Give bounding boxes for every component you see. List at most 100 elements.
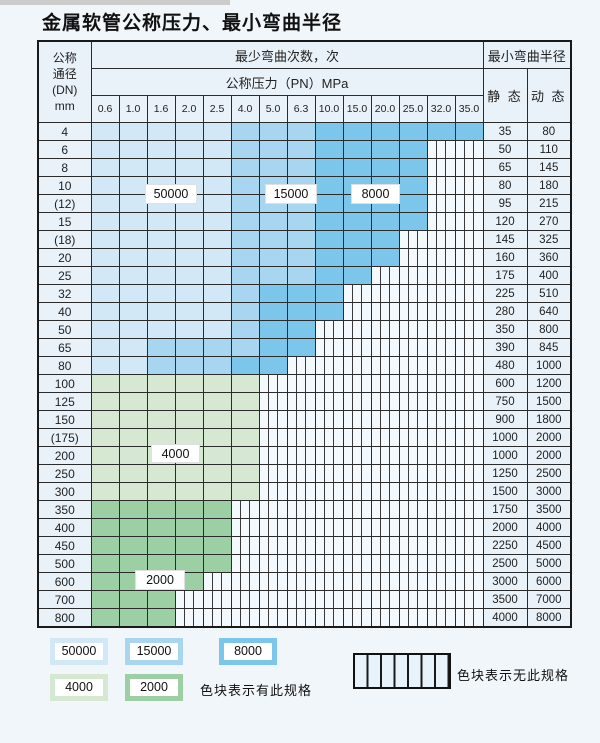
dynamic-value: 1500 (526, 392, 572, 411)
no-spec-cell (370, 374, 400, 393)
table-body: 4 35 80 6 50 110 8 65 145 10 80 180 (12) 95 215 15 120 27… (37, 122, 572, 628)
no-spec-cell (398, 428, 428, 447)
spec-cell (174, 464, 204, 483)
spec-cell (258, 356, 288, 375)
no-spec-cell (454, 482, 484, 501)
spec-cell (202, 536, 232, 555)
no-spec-cell (258, 608, 288, 628)
spec-cell (370, 212, 400, 231)
spec-cell (202, 158, 232, 177)
spec-cell (286, 284, 316, 303)
dynamic-value: 400 (526, 266, 572, 285)
pressure-column-header: 20.0 (370, 95, 400, 123)
spec-cell (118, 122, 148, 141)
static-value: 35 (482, 122, 528, 141)
spec-cell (230, 374, 260, 393)
no-spec-cell (342, 410, 372, 429)
dn-header-line: mm (54, 99, 75, 113)
spec-cell (118, 536, 148, 555)
spec-cell (118, 518, 148, 537)
spec-cell (230, 356, 260, 375)
spec-cell (314, 302, 344, 321)
no-spec-cell (426, 230, 456, 249)
spec-cell (202, 230, 232, 249)
spec-cell (146, 590, 176, 609)
no-spec-cell (286, 536, 316, 555)
spec-cell (258, 122, 288, 141)
spec-cell (286, 266, 316, 285)
spec-cell (90, 446, 120, 465)
spec-cell (258, 284, 288, 303)
dynamic-value: 1800 (526, 410, 572, 429)
no-spec-cell (398, 338, 428, 357)
dn-cell: 8 (37, 158, 92, 177)
dynamic-value: 4500 (526, 536, 572, 555)
spec-cell (230, 392, 260, 411)
no-spec-cell (370, 500, 400, 519)
no-spec-cell (454, 572, 484, 591)
spec-cell (230, 140, 260, 159)
no-spec-cell (342, 428, 372, 447)
page-title: 金属软管公称压力、最小弯曲半径 (42, 12, 343, 34)
static-value: 225 (482, 284, 528, 303)
no-spec-cell (370, 518, 400, 537)
no-spec-cell (426, 284, 456, 303)
spec-cell (90, 140, 120, 159)
spec-cell (90, 248, 120, 267)
dynamic-value: 5000 (526, 554, 572, 573)
spec-cell (342, 122, 372, 141)
no-spec-cell (454, 374, 484, 393)
no-spec-cell (314, 500, 344, 519)
spec-cell (258, 338, 288, 357)
no-spec-cell (370, 284, 400, 303)
spec-cell (90, 482, 120, 501)
no-spec-cell (426, 536, 456, 555)
spec-cell (146, 248, 176, 267)
static-value: 390 (482, 338, 528, 357)
spec-cell (258, 158, 288, 177)
spec-cell (174, 140, 204, 159)
no-spec-cell (370, 410, 400, 429)
spec-cell (90, 572, 120, 591)
table-row: 20 160 360 (37, 248, 572, 267)
spec-cell (202, 500, 232, 519)
spec-cell (118, 302, 148, 321)
spec-cell (118, 356, 148, 375)
no-spec-swatch (353, 653, 451, 689)
no-spec-cell (454, 554, 484, 573)
spec-cell (174, 500, 204, 519)
no-spec-cell (370, 446, 400, 465)
no-spec-cell (370, 572, 400, 591)
spec-cell (90, 158, 120, 177)
no-spec-cell (258, 518, 288, 537)
no-spec-cell (342, 338, 372, 357)
no-spec-cell (342, 392, 372, 411)
dn-header-line: 通径 (52, 67, 77, 81)
no-spec-cell (258, 428, 288, 447)
spec-cell (146, 464, 176, 483)
no-spec-cell (454, 266, 484, 285)
no-spec-cell (370, 464, 400, 483)
table-row: 65 390 845 (37, 338, 572, 357)
no-spec-cell (314, 464, 344, 483)
spec-cell (146, 140, 176, 159)
static-value: 2250 (482, 536, 528, 555)
dynamic-value: 3000 (526, 482, 572, 501)
spec-cell (90, 122, 120, 141)
no-spec-cell (230, 590, 260, 609)
spec-cell (314, 140, 344, 159)
no-spec-cell (454, 500, 484, 519)
spec-cell (202, 320, 232, 339)
no-spec-cell (370, 266, 400, 285)
no-spec-cell (370, 536, 400, 555)
dn-cell: 100 (37, 374, 92, 393)
no-spec-cell (454, 464, 484, 483)
spec-cell (90, 302, 120, 321)
no-spec-cell (398, 518, 428, 537)
spec-cell (258, 266, 288, 285)
no-spec-cell (286, 446, 316, 465)
cycle-count-label: 2000 (135, 570, 185, 590)
no-spec-cell (398, 446, 428, 465)
no-spec-cell (370, 320, 400, 339)
spec-cell (146, 302, 176, 321)
